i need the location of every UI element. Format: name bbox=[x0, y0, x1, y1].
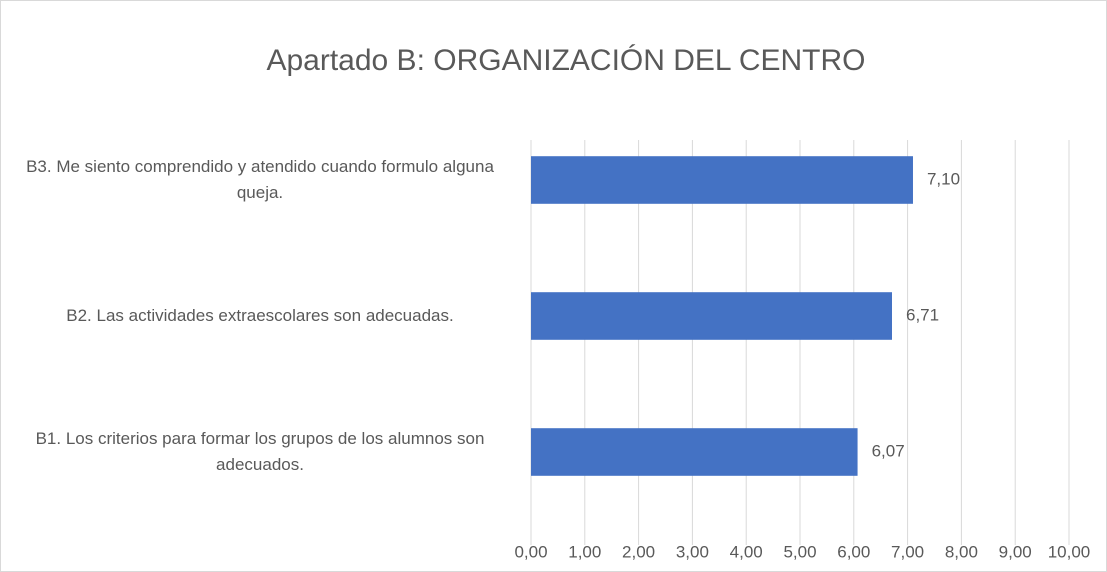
x-tick-label: 5,00 bbox=[783, 542, 816, 561]
x-tick-label: 2,00 bbox=[622, 542, 655, 561]
bar bbox=[531, 428, 858, 476]
category-label: B2. Las actividades extraescolares son a… bbox=[66, 306, 454, 325]
x-tick-label: 6,00 bbox=[837, 542, 870, 561]
x-tick-label: 4,00 bbox=[730, 542, 763, 561]
value-label: 6,07 bbox=[872, 441, 905, 460]
x-tick-label: 9,00 bbox=[999, 542, 1032, 561]
value-label: 6,71 bbox=[906, 305, 939, 324]
x-tick-label: 1,00 bbox=[568, 542, 601, 561]
chart-title: Apartado B: ORGANIZACIÓN DEL CENTRO bbox=[266, 44, 865, 77]
value-label: 7,10 bbox=[927, 169, 960, 188]
x-tick-label: 8,00 bbox=[945, 542, 978, 561]
bar bbox=[531, 292, 892, 340]
bar bbox=[531, 156, 913, 204]
x-tick-label: 10,00 bbox=[1048, 542, 1091, 561]
x-tick-label: 3,00 bbox=[676, 542, 709, 561]
category-label: B1. Los criterios para formar los grupos… bbox=[35, 429, 485, 474]
category-label: B3. Me siento comprendido y atendido cua… bbox=[26, 157, 494, 202]
x-tick-label: 0,00 bbox=[514, 542, 547, 561]
x-tick-label: 7,00 bbox=[891, 542, 924, 561]
